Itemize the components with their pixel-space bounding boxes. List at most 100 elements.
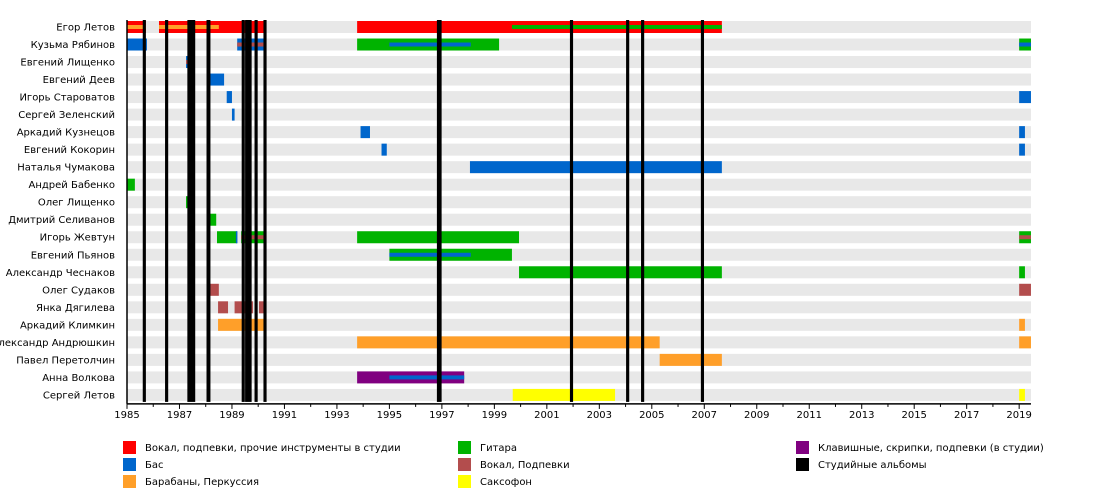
bar-inner-bass bbox=[389, 42, 471, 47]
bar-drums bbox=[659, 353, 722, 366]
member-label: Игорь Староватов bbox=[19, 93, 115, 104]
member-label: Наталья Чумакова bbox=[17, 163, 115, 174]
bar-bass bbox=[1019, 143, 1025, 156]
x-tick-label: 1995 bbox=[377, 410, 402, 421]
row-band bbox=[127, 143, 1031, 156]
x-tick-label: 2009 bbox=[744, 410, 769, 421]
member-label: Евгений Деев bbox=[43, 75, 115, 86]
legend-label: Саксофон bbox=[480, 477, 532, 488]
x-tick-label: 1999 bbox=[482, 410, 507, 421]
member-label: Павел Перетолчин bbox=[16, 355, 115, 366]
bar-drums bbox=[218, 318, 266, 331]
member-label: Аркадий Климкин bbox=[20, 320, 115, 331]
bar-drums bbox=[1019, 318, 1025, 331]
member-label: Янка Дягилева bbox=[36, 303, 115, 314]
row-band bbox=[127, 301, 1031, 314]
legend-swatch-bass bbox=[123, 458, 136, 471]
bar-vocal_backing bbox=[209, 283, 219, 296]
row-band bbox=[127, 196, 1031, 209]
row-band bbox=[127, 91, 1031, 104]
bar-bass bbox=[127, 38, 147, 51]
bar-bass bbox=[469, 161, 722, 174]
x-tick-label: 1985 bbox=[114, 410, 139, 421]
bar-bass bbox=[360, 126, 370, 139]
x-tick-label: 2015 bbox=[901, 410, 926, 421]
x-tick-label: 2011 bbox=[797, 410, 822, 421]
member-label: Дмитрий Селиванов bbox=[8, 215, 115, 226]
legend-label: Бас bbox=[145, 460, 164, 471]
x-tick-label: 1987 bbox=[167, 410, 192, 421]
bar-guitar bbox=[186, 196, 188, 209]
member-label: Игорь Жевтун bbox=[40, 233, 115, 244]
x-tick-label: 1993 bbox=[324, 410, 349, 421]
member-label: Евгений Кокорин bbox=[24, 145, 115, 156]
member-label: Андрей Бабенко bbox=[29, 180, 115, 191]
album-line bbox=[241, 20, 245, 402]
album-line bbox=[700, 20, 705, 402]
member-label: Аркадий Кузнецов bbox=[17, 128, 115, 139]
bar-inner-bass bbox=[1019, 42, 1031, 47]
x-tick-label: 2017 bbox=[954, 410, 979, 421]
bar-bass bbox=[1019, 91, 1031, 104]
row-band bbox=[127, 178, 1031, 191]
bar-inner-bass bbox=[389, 375, 465, 380]
legend-swatch-drums bbox=[123, 475, 136, 488]
x-tick-label: 2005 bbox=[639, 410, 664, 421]
row-band bbox=[127, 126, 1031, 139]
member-label: Евгений Лищенко bbox=[20, 58, 115, 69]
album-line bbox=[142, 20, 146, 402]
legend-label: Вокал, подпевки, прочие инструменты в ст… bbox=[145, 443, 401, 454]
x-tick-label: 2019 bbox=[1006, 410, 1031, 421]
row-band bbox=[127, 318, 1031, 331]
member-label: Олег Лищенко bbox=[38, 198, 115, 209]
legend-label: Вокал, Подпевки bbox=[480, 460, 570, 471]
x-tick-label: 1991 bbox=[272, 410, 297, 421]
bar-guitar bbox=[217, 231, 238, 244]
bar-guitar bbox=[127, 178, 135, 191]
x-tick-label: 2013 bbox=[849, 410, 874, 421]
bar-bass bbox=[231, 108, 235, 121]
row-band bbox=[127, 371, 1031, 384]
bar-bass bbox=[381, 143, 387, 156]
bar-vocal_backing bbox=[218, 301, 229, 314]
bar-inner-vocal_backing bbox=[1019, 235, 1031, 240]
legend-swatch-guitar bbox=[458, 441, 471, 454]
member-label: Егор Летов bbox=[56, 23, 115, 34]
legend-label: Клавишные, скрипки, подпевки (в студии) bbox=[818, 443, 1044, 454]
legend-swatch-sax bbox=[458, 475, 471, 488]
x-tick-label: 2007 bbox=[692, 410, 717, 421]
bar-drums bbox=[357, 336, 660, 349]
member-label: Анна Волкова bbox=[42, 373, 115, 384]
bar-inner-vocal_backing bbox=[241, 235, 266, 240]
bar-sax bbox=[1019, 388, 1025, 401]
bar-guitar bbox=[1019, 266, 1025, 279]
bar-guitar bbox=[519, 266, 722, 279]
bar-drums bbox=[1019, 336, 1031, 349]
row-band bbox=[127, 283, 1031, 296]
bar-inner-guitar bbox=[511, 25, 722, 29]
bar-bass bbox=[209, 73, 225, 86]
bar-inner-bass bbox=[389, 252, 471, 257]
row-band bbox=[127, 108, 1031, 121]
bar-sax bbox=[512, 388, 616, 401]
legend-swatch-vocal_backing bbox=[458, 458, 471, 471]
album-line bbox=[245, 20, 252, 402]
member-label: Кузьма Рябинов bbox=[31, 40, 115, 51]
bar-inner-vocal_backing bbox=[186, 60, 189, 65]
row-band bbox=[127, 56, 1031, 69]
x-tick-label: 1997 bbox=[429, 410, 454, 421]
x-tick-label: 2003 bbox=[587, 410, 612, 421]
member-label: Сергей Зеленский bbox=[18, 110, 115, 121]
album-line bbox=[626, 20, 630, 402]
legend-label: Гитара bbox=[480, 443, 517, 454]
x-tick-label: 1989 bbox=[219, 410, 244, 421]
album-line bbox=[569, 20, 574, 402]
member-label: Олег Судаков bbox=[42, 285, 115, 296]
member-label: Евгений Пьянов bbox=[31, 250, 115, 261]
legend-label: Студийные альбомы bbox=[818, 460, 927, 471]
member-label: Александр Андрюшкин bbox=[0, 338, 115, 349]
legend-label: Барабаны, Перкуссия bbox=[145, 477, 259, 488]
album-line bbox=[436, 20, 442, 402]
